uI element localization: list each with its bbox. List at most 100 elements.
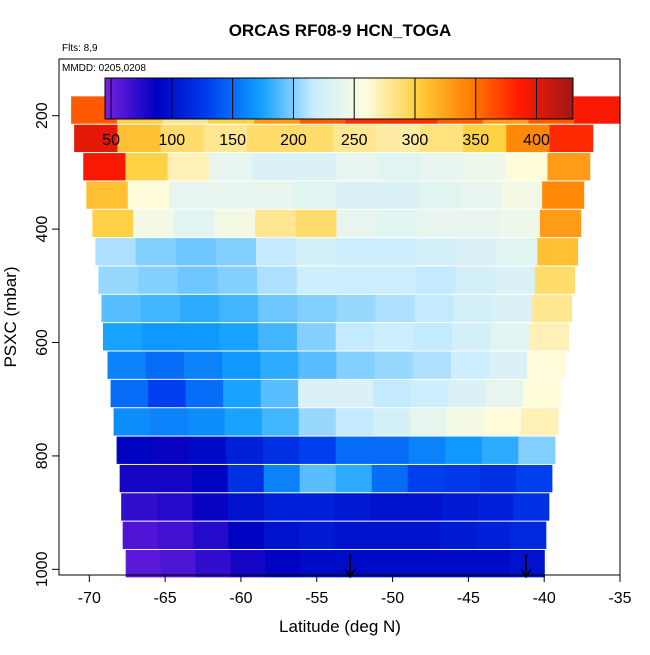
heatmap-cell bbox=[121, 493, 158, 521]
heatmap-cell bbox=[475, 521, 512, 549]
heatmap-cell bbox=[247, 124, 291, 153]
heatmap-cell bbox=[374, 351, 414, 379]
heatmap-cell bbox=[495, 266, 536, 294]
heatmap-cell bbox=[532, 294, 573, 323]
heatmap-cell bbox=[86, 181, 129, 209]
heatmap-cell bbox=[493, 294, 533, 323]
heatmap-cell bbox=[260, 351, 299, 379]
y-tick-label: 600 bbox=[34, 329, 51, 356]
heatmap-cell bbox=[298, 408, 337, 436]
heatmap-cell bbox=[133, 209, 175, 238]
heatmap-cell bbox=[335, 379, 374, 408]
heatmap-cell bbox=[407, 464, 445, 493]
heatmap-cell bbox=[481, 436, 519, 464]
heatmap-cell bbox=[127, 181, 170, 209]
heatmap-layers bbox=[71, 96, 621, 578]
heatmap-cell bbox=[226, 436, 264, 464]
heatmap-cell bbox=[299, 493, 336, 521]
heatmap-cell bbox=[336, 294, 377, 323]
heatmap-cell bbox=[413, 323, 453, 351]
heatmap-cell bbox=[252, 181, 295, 209]
heatmap-cell bbox=[258, 323, 298, 351]
x-axis: -70 -65 -60 -55 -50 -45 -40 -35 bbox=[78, 575, 632, 607]
heatmap-cell bbox=[455, 266, 496, 294]
heatmap-cell bbox=[377, 209, 419, 238]
heatmap-cell bbox=[443, 464, 481, 493]
heatmap-cell bbox=[408, 436, 446, 464]
heatmap-cell bbox=[258, 294, 298, 323]
heatmap-cell bbox=[261, 408, 300, 436]
heatmap-cell bbox=[520, 408, 559, 436]
heatmap-cell bbox=[474, 549, 510, 578]
colorbar-tick-label: 400 bbox=[523, 132, 550, 149]
heatmap-cell bbox=[219, 323, 259, 351]
heatmap-cell bbox=[98, 266, 139, 294]
heatmap-cell bbox=[227, 464, 265, 493]
heatmap-cell bbox=[373, 379, 412, 408]
heatmap-cell bbox=[439, 549, 476, 578]
heatmap-cell bbox=[221, 351, 261, 379]
heatmap-cell bbox=[453, 294, 494, 323]
heatmap-cell bbox=[173, 209, 216, 238]
heatmap-cell bbox=[335, 464, 373, 493]
heatmap-cell bbox=[191, 464, 229, 493]
colorbar-tick-label: 250 bbox=[341, 132, 368, 149]
heatmap-cell bbox=[140, 294, 181, 323]
heatmap-cell bbox=[185, 379, 224, 408]
heatmap-cell bbox=[95, 238, 137, 266]
heatmap-cell bbox=[155, 464, 193, 493]
flights-note: Flts: 8,9 bbox=[62, 43, 98, 54]
heatmap-cell bbox=[193, 521, 230, 549]
heatmap-cell bbox=[150, 408, 189, 436]
heatmap-cell bbox=[372, 408, 411, 436]
heatmap-cell bbox=[294, 153, 338, 181]
heatmap-cell bbox=[102, 323, 143, 351]
heatmap-cell bbox=[505, 153, 549, 181]
heatmap-cell bbox=[376, 266, 417, 294]
heatmap-cell bbox=[215, 238, 257, 266]
heatmap-cell bbox=[252, 153, 295, 181]
heatmap-cell bbox=[333, 124, 378, 153]
heatmap-cell bbox=[506, 124, 551, 153]
heatmap-cell bbox=[177, 266, 219, 294]
heatmap-cell bbox=[527, 351, 567, 379]
heatmap-cell bbox=[180, 323, 220, 351]
y-tick-label: 400 bbox=[34, 216, 51, 243]
heatmap-cell bbox=[336, 209, 378, 238]
heatmap-cell bbox=[256, 238, 297, 266]
x-tick-label: -40 bbox=[533, 590, 556, 607]
heatmap-cell bbox=[446, 408, 485, 436]
heatmap-cell bbox=[262, 436, 300, 464]
heatmap-cell bbox=[257, 266, 298, 294]
heatmap-cell bbox=[175, 238, 217, 266]
heatmap-cell bbox=[157, 521, 194, 549]
heatmap-cell bbox=[518, 436, 556, 464]
heatmap-cell bbox=[523, 379, 562, 408]
heatmap-cell bbox=[417, 209, 460, 238]
heatmap-cell bbox=[485, 379, 524, 408]
heatmap-cell bbox=[371, 464, 409, 493]
heatmap-cell bbox=[295, 209, 338, 238]
marker-arrow-head bbox=[520, 568, 532, 579]
heatmap-cell bbox=[336, 153, 380, 181]
y-tick-label: 200 bbox=[34, 102, 51, 129]
heatmap-cell bbox=[189, 436, 227, 464]
x-axis-label: Latitude (deg N) bbox=[279, 617, 401, 636]
heatmap-cell bbox=[445, 436, 483, 464]
heatmap-cell bbox=[378, 153, 422, 181]
x-tick-label: -70 bbox=[78, 590, 101, 607]
heatmap-cell bbox=[223, 379, 262, 408]
heatmap-cell bbox=[167, 153, 211, 181]
heatmap-cell bbox=[542, 181, 585, 209]
heatmap-cell bbox=[156, 493, 194, 521]
heatmap-cell bbox=[297, 294, 338, 323]
x-tick-label: -50 bbox=[381, 590, 404, 607]
marker-arrows bbox=[344, 554, 532, 579]
colorbar bbox=[104, 77, 574, 120]
heatmap-cell bbox=[529, 323, 570, 351]
heatmap-cell bbox=[116, 436, 154, 464]
heatmap-cell bbox=[510, 521, 547, 549]
heatmap-cell bbox=[210, 181, 253, 209]
heatmap-cell bbox=[336, 266, 377, 294]
